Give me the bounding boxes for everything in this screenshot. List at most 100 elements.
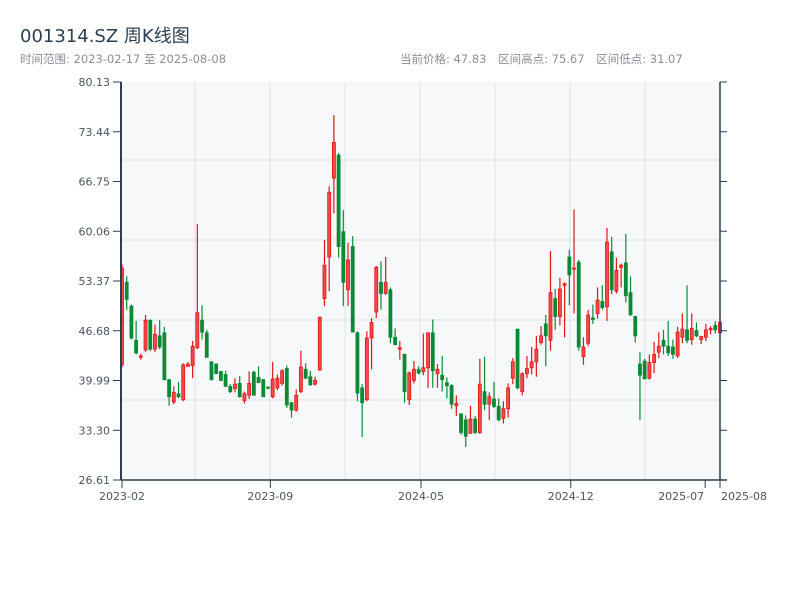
candle-up <box>595 287 600 319</box>
candle-down <box>237 375 242 398</box>
candle-body <box>477 383 482 433</box>
candle-down <box>685 285 689 344</box>
candle-down <box>430 319 435 388</box>
candle-up <box>506 383 511 418</box>
candle-down <box>590 304 595 324</box>
candle-up <box>233 378 237 393</box>
candle-up <box>186 361 190 368</box>
candle-body <box>529 361 534 369</box>
candle-body <box>473 418 478 433</box>
candle-body <box>482 391 487 405</box>
candle-body <box>331 142 336 179</box>
candle-up <box>195 224 200 350</box>
candle-body <box>675 331 680 357</box>
candle-body <box>501 408 506 419</box>
candle-up <box>652 341 656 373</box>
candle-up <box>397 341 402 360</box>
candle-up <box>407 371 412 405</box>
candle-up <box>520 372 525 396</box>
candle-up <box>675 326 680 359</box>
range-low: 区间低点: 31.07 <box>596 52 683 66</box>
y-tick-label: 60.06 <box>79 225 111 238</box>
candle-down <box>200 305 204 340</box>
candle-body <box>214 363 219 375</box>
candle-body <box>364 337 369 401</box>
candle-body <box>341 231 346 283</box>
y-tick-label: 53.37 <box>79 275 111 288</box>
candle-up <box>647 354 652 380</box>
candle-body <box>515 328 520 389</box>
candle-body <box>647 362 652 379</box>
candle-up <box>412 361 416 384</box>
candle-body <box>251 371 256 396</box>
x-tick-label: 2024-12 <box>548 490 594 503</box>
candle-up <box>421 333 426 376</box>
candle-body <box>642 360 647 380</box>
candle-down <box>223 370 228 387</box>
candle-down <box>360 384 365 437</box>
candle-body <box>336 154 341 247</box>
y-tick-label: 26.61 <box>79 474 111 487</box>
candle-body <box>148 319 153 350</box>
candle-up <box>242 391 247 404</box>
candle-down <box>628 276 633 316</box>
y-tick-label: 33.30 <box>79 424 111 437</box>
candle-body <box>430 332 435 372</box>
y-tick-label: 46.68 <box>79 325 111 338</box>
candle-body <box>284 368 289 406</box>
range-high: 区间高点: 75.67 <box>498 52 585 66</box>
candle-body <box>656 345 661 353</box>
candle-body <box>703 329 708 338</box>
candle-body <box>270 378 275 398</box>
candle-up <box>548 251 553 351</box>
candle-up <box>501 401 506 424</box>
candle-body <box>600 301 605 308</box>
candle-down <box>251 370 256 396</box>
candle-down <box>440 355 445 392</box>
candle-body <box>548 292 553 341</box>
candle-body <box>463 419 468 437</box>
candle-up <box>454 395 459 417</box>
candle-down <box>341 210 346 307</box>
candle-down <box>204 329 209 358</box>
candle-body <box>576 261 581 348</box>
candle-body <box>628 292 633 316</box>
candle-body <box>426 332 430 369</box>
candle-body <box>421 367 426 372</box>
candle-up <box>369 317 374 370</box>
candle-down <box>148 319 153 351</box>
candle-down <box>176 381 181 399</box>
candle-up <box>383 256 388 295</box>
candle-down <box>261 378 266 398</box>
candle-body <box>162 332 167 381</box>
candle-body <box>303 368 308 379</box>
candle-body <box>247 383 252 396</box>
candle-up <box>534 335 539 377</box>
candle-body <box>609 251 614 291</box>
candle-body <box>468 418 473 434</box>
candle-down <box>496 398 501 422</box>
candle-down <box>209 361 214 381</box>
candle-body <box>167 379 171 398</box>
candle-body <box>157 335 162 348</box>
candle-body <box>619 264 624 268</box>
candle-up <box>143 314 148 353</box>
candle-body <box>416 368 421 374</box>
candle-body <box>129 305 134 339</box>
axes: 26.61 33.30 39.99 46.68 53.37 60.06 66.75 73.44… <box>79 76 767 503</box>
candle-down <box>157 320 162 350</box>
candle-up <box>708 326 713 335</box>
candle-up <box>581 337 586 365</box>
candle-up <box>656 332 661 359</box>
x-tick-label: 2023-09 <box>247 490 293 503</box>
candle-down <box>515 328 520 390</box>
candle-up <box>468 405 473 434</box>
candle-body <box>444 382 449 387</box>
candle-down <box>694 322 699 338</box>
candle-body <box>553 298 558 317</box>
candle-down <box>671 339 675 359</box>
candle-body <box>171 391 176 403</box>
candle-body <box>181 364 186 401</box>
candle-down <box>162 326 167 381</box>
candle-body <box>200 319 204 333</box>
